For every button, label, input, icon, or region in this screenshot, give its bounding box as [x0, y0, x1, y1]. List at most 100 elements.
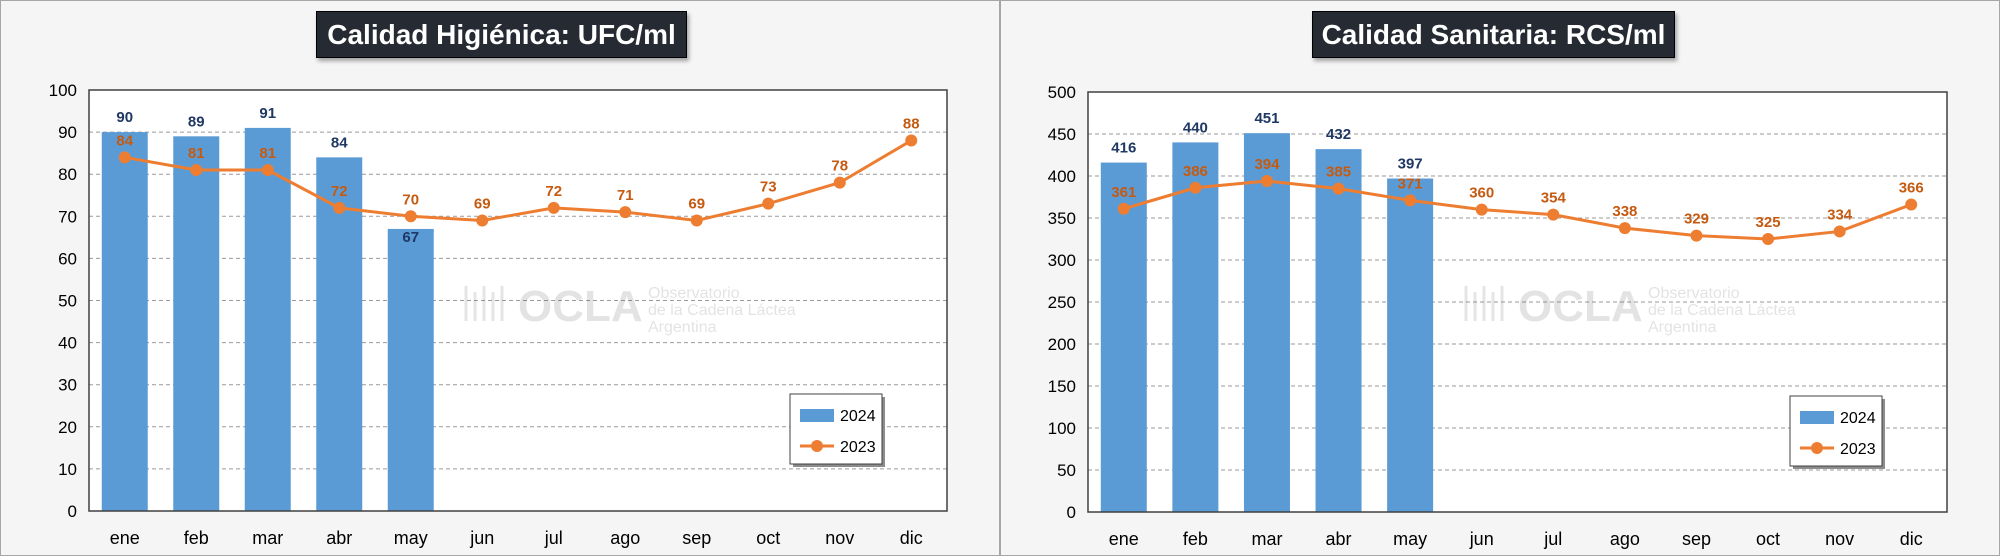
- chart-title: Calidad Sanitaria: RCS/ml: [1312, 11, 1675, 58]
- y-tick-label: 70: [58, 207, 77, 226]
- line-label-2023-mar: 81: [259, 145, 276, 162]
- point-2023-ago: [619, 206, 632, 219]
- legend: 2024 2023: [1789, 395, 1885, 469]
- bar-2024-feb: [1172, 142, 1219, 512]
- legend-marker-2023: [1811, 442, 1823, 454]
- point-2023-dic: [905, 134, 918, 147]
- y-tick-label: 90: [58, 123, 77, 142]
- y-tick-label: 50: [58, 292, 77, 311]
- x-tick-label-sep: sep: [1682, 529, 1711, 549]
- bar-2024-mar: [244, 127, 291, 511]
- line-label-2023-sep: 69: [688, 196, 705, 213]
- legend: 2024 2023: [789, 393, 885, 467]
- legend-marker-2023: [811, 440, 823, 452]
- point-2023-mar: [1260, 175, 1273, 188]
- line-label-2023-ago: 71: [617, 187, 634, 204]
- line-label-2023-sep: 329: [1684, 211, 1709, 228]
- line-label-2023-mar: 394: [1254, 156, 1280, 173]
- y-tick-label: 500: [1048, 83, 1076, 102]
- legend-label-2023: 2023: [1840, 441, 1876, 458]
- bar-2024-abr: [1315, 149, 1362, 512]
- ocla-mark-icon: [1464, 286, 1504, 321]
- y-tick-label: 60: [58, 249, 77, 268]
- line-label-2023-abr: 385: [1326, 164, 1351, 181]
- bar-label-2024-mar: 91: [259, 105, 276, 122]
- bar-label-2024-feb: 440: [1183, 119, 1208, 136]
- bar-label-2024-mar: 451: [1254, 110, 1279, 127]
- chart-title: Calidad Higiénica: UFC/ml: [316, 11, 687, 58]
- legend-box: [789, 393, 883, 465]
- point-2023-mar: [261, 163, 274, 176]
- ocla-mark-icon: [464, 286, 504, 321]
- legend-swatch-2024: [800, 409, 834, 422]
- x-tick-label-abr: abr: [1326, 529, 1352, 549]
- x-tick-label-jun: jun: [1469, 529, 1494, 549]
- line-label-2023-feb: 386: [1183, 163, 1208, 180]
- point-2023-abr: [333, 201, 346, 214]
- y-tick-label: 350: [1048, 209, 1076, 228]
- x-tick-label-ago: ago: [1610, 529, 1640, 549]
- x-tick-label-oct: oct: [756, 528, 780, 548]
- line-label-2023-may: 70: [402, 191, 419, 208]
- point-2023-abr: [1332, 182, 1345, 195]
- x-tick-label-jul: jul: [1543, 529, 1562, 549]
- x-tick-label-ene: ene: [1109, 529, 1139, 549]
- x-tick-label-sep: sep: [682, 528, 711, 548]
- x-tick-label-nov: nov: [825, 528, 854, 548]
- y-tick-label: 150: [1048, 377, 1076, 396]
- bar-2024-ene: [1100, 162, 1147, 512]
- line-label-2023-may: 371: [1398, 175, 1423, 192]
- line-2023: [1123, 179, 1912, 241]
- point-2023-ago: [1618, 222, 1631, 235]
- point-2023-oct: [762, 197, 775, 210]
- x-tick-label-abr: abr: [326, 528, 352, 548]
- y-tick-label: 100: [1048, 419, 1076, 438]
- x-tick-label-mar: mar: [252, 528, 283, 548]
- point-2023-sep: [690, 214, 703, 227]
- y-tick-label: 10: [58, 460, 77, 479]
- line-label-2023-ago: 338: [1612, 203, 1637, 220]
- bar-2024-mar: [1243, 133, 1290, 512]
- line-label-2023-jul: 72: [545, 183, 562, 200]
- y-tick-label: 80: [58, 165, 77, 184]
- watermark-line: Observatorio: [648, 285, 740, 302]
- line-label-2023-nov: 78: [831, 158, 848, 175]
- line-label-2023-jun: 360: [1469, 185, 1494, 202]
- point-2023-feb: [190, 163, 203, 176]
- line-label-2023-dic: 366: [1899, 180, 1924, 197]
- line-label-2023-ene: 84: [116, 132, 133, 149]
- line-2023: [124, 139, 913, 223]
- x-tick-label-ene: ene: [110, 528, 140, 548]
- line-label-2023-jul: 354: [1541, 190, 1567, 207]
- point-2023-jul: [547, 201, 560, 214]
- point-2023-jun: [1475, 203, 1488, 216]
- watermark-line: Argentina: [1648, 319, 1717, 336]
- bar-2024-may: [1387, 178, 1434, 512]
- x-tick-label-may: may: [394, 528, 428, 548]
- bar-2024-feb: [173, 136, 220, 511]
- bar-label-2024-ene: 90: [116, 109, 133, 126]
- point-2023-jun: [476, 214, 489, 227]
- bar-label-2024-abr: 432: [1326, 126, 1351, 143]
- x-tick-label-jul: jul: [544, 528, 563, 548]
- point-2023-oct: [1762, 233, 1775, 245]
- bar-2024-abr: [316, 157, 363, 512]
- line-label-2023-jun: 69: [474, 196, 491, 213]
- line-label-2023-abr: 72: [331, 183, 348, 200]
- plot-border: [1087, 91, 1948, 513]
- watermark-line: Observatorio: [1648, 285, 1740, 302]
- point-2023-dic: [1905, 198, 1918, 211]
- watermark-logo-text: OCLA: [1518, 282, 1643, 331]
- bar-2024-may: [387, 228, 434, 511]
- point-2023-nov: [833, 176, 846, 189]
- line-label-2023-dic: 88: [903, 116, 920, 133]
- bar-label-2024-feb: 89: [188, 113, 205, 130]
- line-label-2023-oct: 73: [760, 179, 777, 196]
- watermark-line: de la Cadena Láctea: [648, 302, 796, 319]
- y-tick-label: 400: [1048, 167, 1076, 186]
- bar-2024-ene: [101, 132, 148, 511]
- bar-label-2024-ene: 416: [1111, 140, 1136, 157]
